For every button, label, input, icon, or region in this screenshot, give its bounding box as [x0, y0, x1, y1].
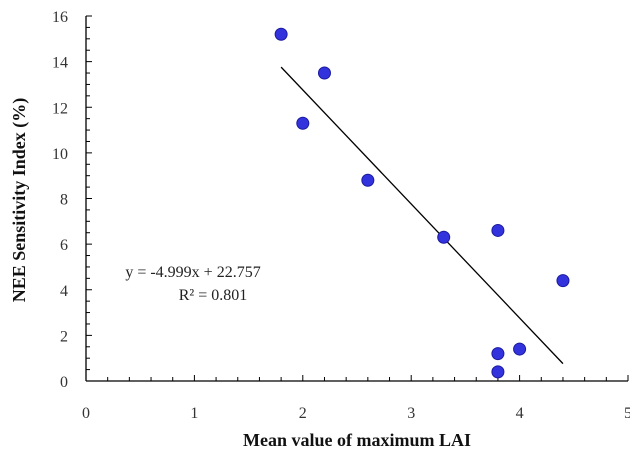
data-point [491, 365, 505, 379]
data-point [513, 342, 527, 356]
y-axis-title: NEE Sensitivity Index (%) [9, 98, 30, 303]
points-group [274, 27, 570, 379]
y-tick-label: 8 [60, 192, 68, 209]
y-tick-label: 10 [52, 146, 68, 163]
y-tick-label: 4 [60, 283, 68, 300]
data-point [274, 27, 288, 41]
x-axis-title: Mean value of maximum LAI [243, 430, 471, 450]
x-tick-label: 4 [516, 405, 524, 422]
y-tick-label: 2 [60, 328, 68, 345]
trendline [280, 66, 564, 365]
y-tick-label: 12 [52, 100, 68, 117]
axes [85, 16, 628, 382]
x-tick-label: 1 [190, 405, 198, 422]
data-point [491, 347, 505, 361]
equation-label: y = -4.999x + 22.757 [125, 264, 260, 281]
data-point [296, 116, 310, 130]
x-tick-label: 0 [82, 405, 90, 422]
x-tick-label: 3 [407, 405, 415, 422]
x-tick-label: 5 [624, 405, 630, 422]
y-tick-label: 16 [52, 9, 68, 26]
data-point [437, 230, 451, 244]
y-tick-label: 14 [52, 55, 68, 72]
y-tick-label: 0 [60, 374, 68, 391]
y-tick-label: 6 [60, 237, 68, 254]
trendline-group [280, 66, 564, 365]
data-point [361, 173, 375, 187]
data-point [317, 66, 331, 80]
r2-label: R² = 0.801 [179, 287, 248, 304]
data-point [491, 223, 505, 237]
data-point [556, 274, 570, 288]
x-tick-label: 2 [299, 405, 307, 422]
